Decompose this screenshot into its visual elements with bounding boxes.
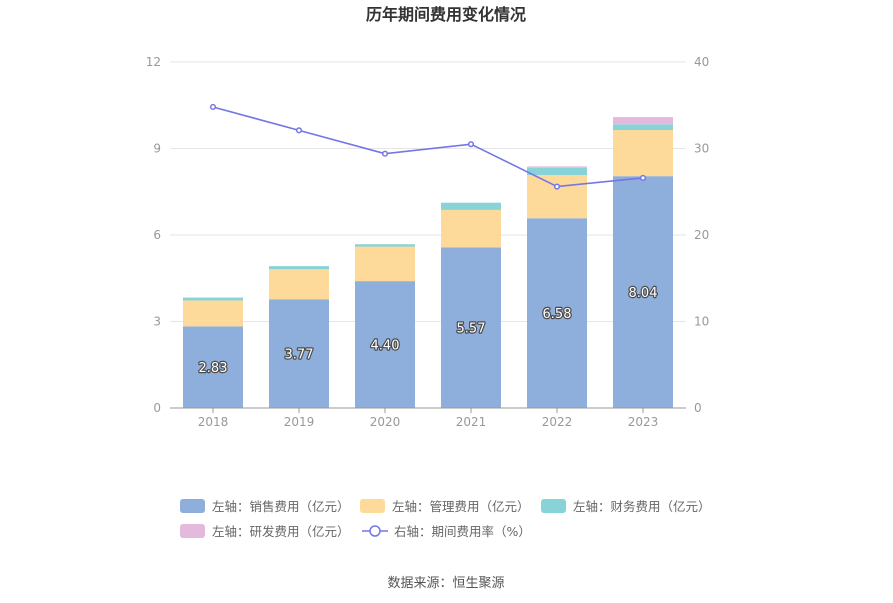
legend-item-admin: 左轴：管理费用（亿元） (360, 499, 530, 514)
bar-admin (183, 300, 243, 327)
bar-sales (355, 281, 415, 408)
bar-admin (269, 269, 329, 300)
y-right-tick-label: 30 (694, 142, 709, 156)
x-tick-label: 2021 (456, 415, 487, 429)
legend-item-sales: 左轴：销售费用（亿元） (180, 499, 350, 514)
data-label: 6.58 (543, 307, 572, 322)
y-left-tick-label: 12 (146, 55, 161, 69)
label-layer: 2.83 3.77 4.40 5.57 6.58 8.04 (197, 285, 658, 378)
bar-admin (355, 246, 415, 282)
legend-swatch-icon (541, 499, 566, 513)
bar-finance (183, 297, 243, 301)
line-layer (209, 103, 647, 190)
line-point (381, 150, 389, 157)
line-rate (212, 106, 644, 188)
line-point (209, 103, 217, 111)
axis-layer: 0 3 6 9 12 0 10 20 30 40 2018 2019 2020 2021 2022 2023 (146, 55, 710, 429)
line-point (295, 127, 303, 134)
bar-finance (527, 167, 587, 176)
bar-rnd (613, 117, 673, 125)
legend-item-rate: 右轴：期间费用率（%） (362, 524, 531, 539)
bar-finance (441, 202, 501, 210)
legend-swatch-icon (360, 499, 385, 513)
bar-sales (613, 176, 673, 408)
bar-sales (527, 218, 587, 408)
y-right-tick-label: 10 (694, 315, 709, 329)
bar-layer (183, 117, 673, 408)
bar-finance (355, 244, 415, 247)
bar-sales (441, 247, 501, 408)
y-left-tick-label: 0 (153, 401, 161, 415)
x-tick-label: 2023 (628, 415, 659, 429)
x-tick-label: 2019 (284, 415, 315, 429)
x-tick-label: 2020 (370, 415, 401, 429)
data-source: 数据来源：恒生聚源 (387, 576, 504, 591)
y-right-tick-label: 40 (694, 55, 709, 69)
legend: 左轴：销售费用（亿元） 左轴：管理费用（亿元） 左轴：财务费用（亿元） 左轴：研发费用… (180, 499, 711, 539)
x-tick-label: 2022 (542, 415, 573, 429)
y-left-tick-label: 9 (153, 142, 161, 156)
bar-admin (527, 175, 587, 219)
legend-label: 左轴：销售费用（亿元） (212, 499, 350, 514)
line-point (639, 174, 647, 181)
legend-item-rnd: 左轴：研发费用（亿元） (180, 524, 350, 539)
data-label: 4.40 (371, 339, 400, 354)
y-left-tick-label: 3 (153, 315, 161, 329)
bar-sales (183, 326, 243, 408)
x-tick-label: 2018 (198, 415, 229, 429)
data-label: 8.04 (629, 286, 658, 301)
bar-finance (269, 266, 329, 270)
y-left-tick-label: 6 (153, 228, 161, 242)
legend-label: 左轴：财务费用（亿元） (573, 499, 711, 514)
line-point (553, 183, 561, 190)
data-label: 3.77 (285, 348, 314, 363)
legend-label: 左轴：研发费用（亿元） (212, 524, 350, 539)
data-label: 5.57 (457, 322, 486, 337)
chart-title: 历年期间费用变化情况 (366, 5, 526, 24)
y-right-tick-label: 20 (694, 228, 709, 242)
legend-item-finance: 左轴：财务费用（亿元） (541, 499, 711, 514)
bar-finance (613, 124, 673, 131)
bar-sales (269, 299, 329, 408)
line-point (467, 141, 475, 148)
legend-label: 右轴：期间费用率（%） (394, 524, 531, 539)
grid-layer (170, 61, 686, 322)
legend-label: 左轴：管理费用（亿元） (392, 499, 530, 514)
legend-swatch-icon (180, 524, 205, 538)
bar-admin (441, 209, 501, 248)
bar-admin (613, 130, 673, 177)
legend-swatch-icon (180, 499, 205, 513)
data-label: 2.83 (199, 361, 228, 376)
legend-circle-icon (369, 525, 381, 537)
bar-rnd (527, 166, 587, 168)
y-right-tick-label: 0 (694, 401, 702, 415)
